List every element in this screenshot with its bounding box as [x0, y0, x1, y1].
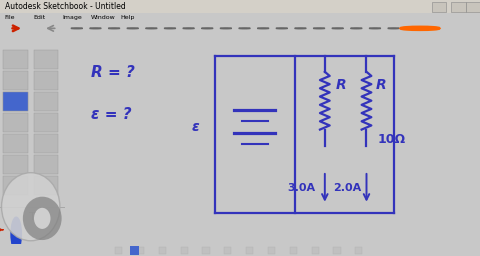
Circle shape — [401, 27, 439, 30]
Circle shape — [164, 28, 176, 29]
Circle shape — [202, 28, 213, 29]
Text: T: T — [29, 212, 36, 222]
Bar — [3, 50, 28, 69]
Text: R: R — [336, 78, 347, 92]
Bar — [203, 247, 210, 254]
Circle shape — [183, 28, 194, 29]
Bar — [290, 247, 297, 254]
Circle shape — [369, 28, 381, 29]
Circle shape — [388, 28, 399, 29]
Bar — [466, 2, 480, 12]
Bar — [115, 247, 122, 254]
Circle shape — [295, 28, 306, 29]
Text: R = ?: R = ? — [91, 65, 135, 80]
Text: R: R — [376, 78, 386, 92]
Bar — [224, 247, 231, 254]
Bar — [180, 247, 188, 254]
Circle shape — [332, 28, 344, 29]
Text: ε: ε — [192, 120, 200, 134]
Circle shape — [145, 28, 157, 29]
Bar — [34, 134, 59, 153]
Circle shape — [108, 28, 120, 29]
Bar — [159, 247, 166, 254]
Circle shape — [71, 28, 83, 29]
Bar — [137, 247, 144, 254]
Bar — [3, 113, 28, 132]
Bar — [34, 113, 59, 132]
Circle shape — [239, 28, 250, 29]
Bar — [246, 247, 253, 254]
Text: Help: Help — [120, 15, 134, 20]
Text: 10Ω: 10Ω — [378, 133, 406, 146]
Bar — [432, 2, 446, 12]
Bar — [334, 247, 341, 254]
Text: Image: Image — [62, 15, 82, 20]
Bar — [130, 246, 139, 255]
Bar — [3, 71, 28, 90]
Bar — [34, 176, 59, 195]
Text: Autodesk Sketchbook - Untitled: Autodesk Sketchbook - Untitled — [5, 2, 126, 11]
Text: ε = ?: ε = ? — [91, 107, 132, 122]
Text: 3.0A: 3.0A — [288, 183, 315, 193]
Bar — [3, 176, 28, 195]
Bar — [3, 134, 28, 153]
Circle shape — [11, 217, 22, 251]
Bar — [34, 155, 59, 174]
Text: Edit: Edit — [34, 15, 46, 20]
Circle shape — [257, 28, 269, 29]
Bar — [34, 50, 59, 69]
Circle shape — [220, 28, 232, 29]
Text: 2.0A: 2.0A — [333, 183, 361, 193]
Bar — [3, 92, 28, 111]
Bar — [34, 92, 59, 111]
Text: File: File — [5, 15, 15, 20]
Circle shape — [276, 28, 288, 29]
Bar — [0, 0, 480, 13]
Bar — [3, 92, 28, 111]
Circle shape — [350, 28, 362, 29]
Bar — [268, 247, 275, 254]
Circle shape — [90, 28, 101, 29]
Circle shape — [127, 28, 138, 29]
Bar — [355, 247, 362, 254]
Bar — [3, 155, 28, 174]
Bar — [451, 2, 466, 12]
Bar — [34, 71, 59, 90]
Text: Window: Window — [91, 15, 116, 20]
Circle shape — [313, 28, 325, 29]
Circle shape — [1, 173, 60, 241]
Bar — [312, 247, 319, 254]
